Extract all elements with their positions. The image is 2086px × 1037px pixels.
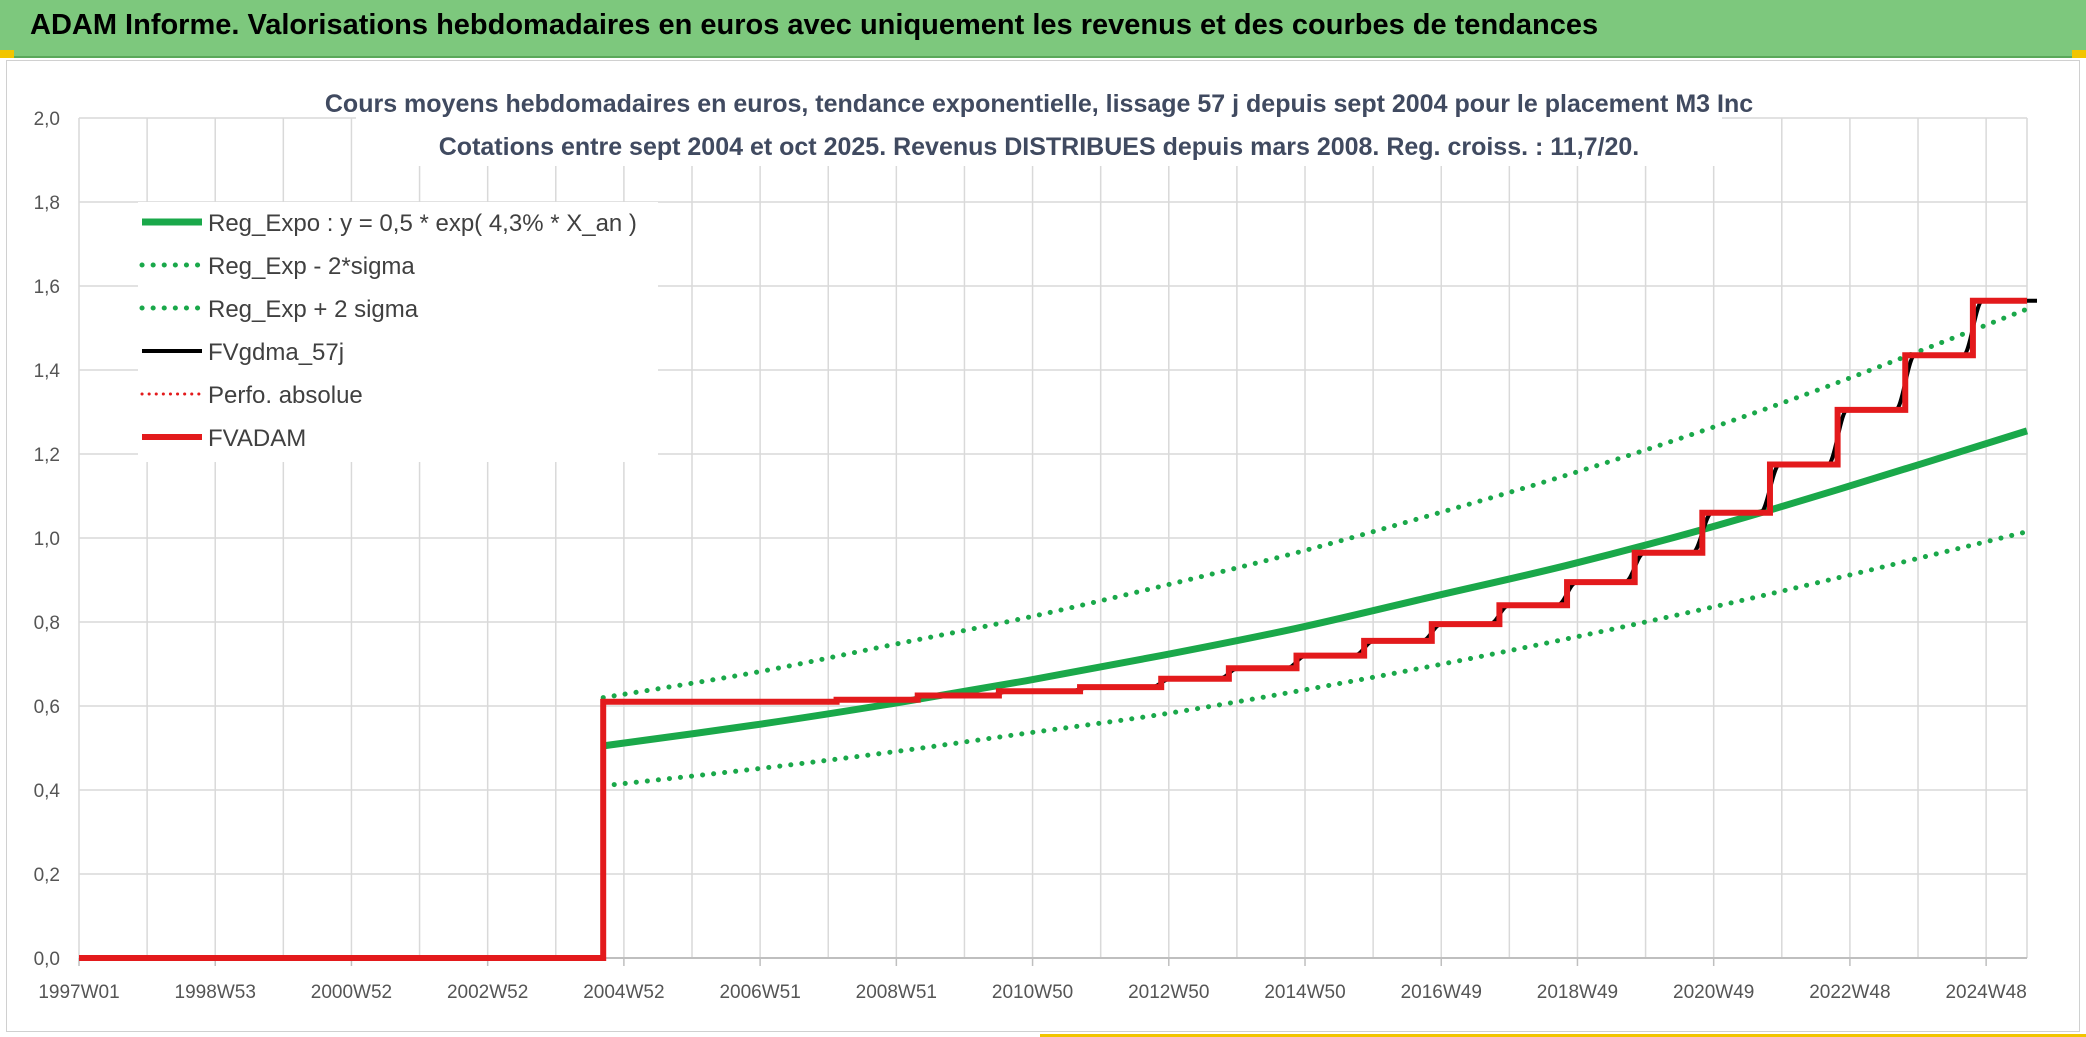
chart-title: Cours moyens hebdomadaires en euros, ten… [325, 80, 1753, 166]
legend-item-reg-exp-plus-2sigma-label: Reg_Exp + 2 sigma [208, 296, 419, 323]
legend-item-reg-expo-label: Reg_Expo : y = 0,5 * exp( 4,3% * X_an ) [208, 210, 637, 237]
y-tick-label-7: 1,4 [34, 361, 61, 382]
y-tick-label-9: 1,8 [34, 193, 60, 214]
y-tick-label-3: 0,6 [34, 697, 60, 718]
y-tick-label-5: 1,0 [34, 529, 60, 550]
y-axis-tick-labels: 0,0 0,2 0,4 0,6 0,8 1,0 1,2 1,4 1,6 1,8 2,0 [34, 109, 61, 970]
y-tick-label-4: 0,8 [34, 613, 60, 634]
fvadam-line [79, 297, 2027, 961]
y-tick-label-6: 1,2 [34, 445, 60, 466]
y-tick-label-10: 2,0 [34, 109, 60, 130]
x-tick-label-11: 2018W49 [1537, 982, 1618, 1003]
x-tick-label-7: 2010W50 [992, 982, 1073, 1003]
legend-item-fvadam-label: FVADAM [208, 425, 306, 452]
reg-expo-line [602, 427, 2029, 750]
chart-title-line-1: Cours moyens hebdomadaires en euros, ten… [325, 90, 1753, 118]
x-tick-label-8: 2012W50 [1128, 982, 1209, 1003]
corner-accent-bottom [1040, 1034, 2086, 1037]
y-tick-label-1: 0,2 [34, 865, 60, 886]
y-tick-label-8: 1,6 [34, 277, 60, 298]
chart-series [79, 297, 2037, 961]
x-tick-label-4: 2004W52 [583, 982, 664, 1003]
reg-exp-minus-2sigma-line [600, 529, 2030, 789]
x-tick-label-10: 2016W49 [1401, 982, 1482, 1003]
x-tick-label-12: 2020W49 [1673, 982, 1754, 1003]
legend-item-perfo-absolue-label: Perfo. absolue [208, 382, 363, 409]
y-tick-label-2: 0,4 [34, 781, 61, 802]
corner-accent-left [0, 50, 14, 58]
x-tick-label-0: 1997W01 [38, 982, 119, 1003]
chart-title-line-2: Cotations entre sept 2004 et oct 2025. R… [439, 133, 1640, 161]
x-tick-label-14: 2024W48 [1945, 982, 2026, 1003]
x-axis-tick-labels: 1997W01 1998W53 2000W52 2002W52 2004W52 2006W… [38, 958, 2027, 1003]
x-tick-label-6: 2008W51 [856, 982, 937, 1003]
chart-frame [6, 60, 2080, 1032]
report-title: ADAM Informe. Valorisations hebdomadaire… [30, 9, 1599, 41]
y-tick-label-0: 0,0 [34, 949, 60, 970]
reg-exp-plus-2sigma-line [600, 306, 2030, 701]
x-tick-label-1: 1998W53 [175, 982, 256, 1003]
legend-item-fvgdma-57j-label: FVgdma_57j [208, 339, 344, 366]
x-tick-label-2: 2000W52 [311, 982, 392, 1003]
x-tick-label-3: 2002W52 [447, 982, 528, 1003]
corner-accent-right [2072, 50, 2086, 58]
legend-item-reg-exp-minus-2sigma-label: Reg_Exp - 2*sigma [208, 253, 415, 280]
x-tick-label-5: 2006W51 [719, 982, 800, 1003]
chart-legend: Reg_Expo : y = 0,5 * exp( 4,3% * X_an ) R… [138, 202, 658, 462]
report-banner: ADAM Informe. Valorisations hebdomadaire… [0, 0, 2086, 58]
x-tick-label-13: 2022W48 [1809, 982, 1890, 1003]
x-tick-label-9: 2014W50 [1264, 982, 1345, 1003]
